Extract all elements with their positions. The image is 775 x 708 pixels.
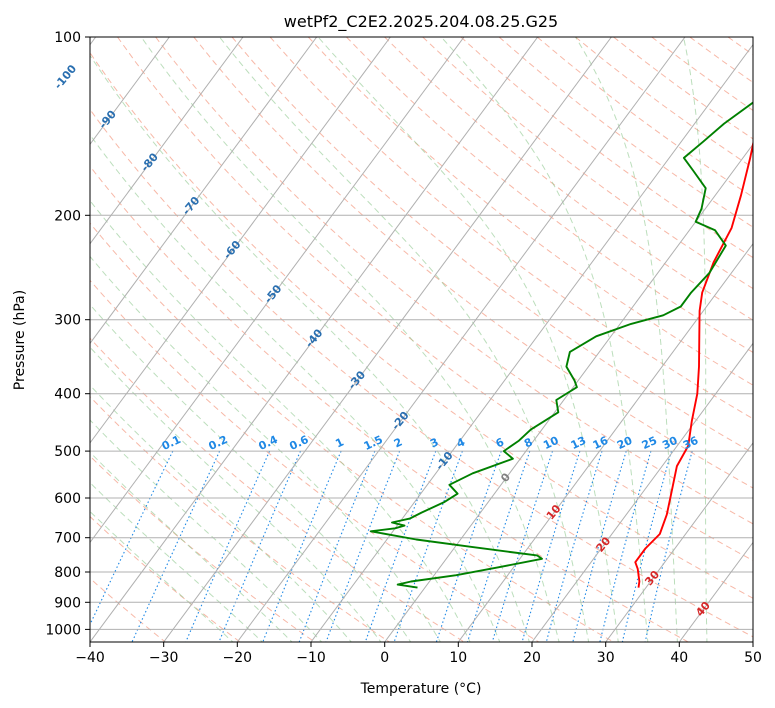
isotherm-line <box>310 43 753 642</box>
mixing-ratio-line <box>521 450 581 642</box>
y-tick-label: 500 <box>54 444 81 460</box>
y-tick-label: 100 <box>54 30 81 46</box>
mixing-ratio-label: 20 <box>615 434 635 452</box>
x-tick-label: −40 <box>75 650 105 666</box>
mixing-ratio-label: 25 <box>640 434 659 452</box>
mixing-ratio-line <box>393 450 463 642</box>
isotherm-line <box>90 37 244 245</box>
mixing-ratio-line <box>218 450 302 642</box>
x-axis-label: Temperature (°C) <box>360 681 482 697</box>
chart-title: wetPf2_C2E2.2025.204.08.25.G25 <box>284 12 558 32</box>
moist-adiabat <box>90 384 352 642</box>
plot-frame <box>89 36 754 643</box>
mixing-ratio-line <box>572 450 627 642</box>
mixing-ratio-line <box>545 450 603 642</box>
mixing-ratio-line <box>185 450 271 642</box>
y-tick-label: 200 <box>54 208 81 224</box>
mixing-ratio-label: 16 <box>591 434 611 452</box>
dry-adiabat <box>90 108 753 638</box>
isotherm-line <box>90 37 465 544</box>
y-tick-label: 900 <box>54 595 81 611</box>
isotherm-line <box>384 143 753 642</box>
isotherm-lines <box>90 37 753 642</box>
mixing-ratio-label: 10 <box>541 434 561 452</box>
isotherm-line <box>90 37 391 444</box>
x-tick-label: 30 <box>597 650 615 666</box>
isotherm-line <box>90 37 539 642</box>
mixing-ratio-label: 30 <box>660 434 680 452</box>
dry-adiabat <box>117 37 753 562</box>
y-axis-ticks: 100 200 300 400 500 600 700 800 900 1000 <box>45 30 90 638</box>
x-tick-label: 10 <box>449 650 467 666</box>
y-tick-label: 300 <box>54 313 81 329</box>
y-tick-label: 800 <box>54 565 81 581</box>
isotherm-line <box>531 342 753 642</box>
x-tick-label: −20 <box>223 650 253 666</box>
dry-adiabat <box>90 279 540 642</box>
dry-adiabat <box>384 37 753 321</box>
mixing-ratio-line <box>90 450 174 626</box>
x-axis-ticks: −40 −30 −20 −10 0 10 20 30 40 50 <box>75 642 762 666</box>
isotherm-line <box>236 37 686 642</box>
y-axis-label: Pressure (hPa) <box>12 290 28 390</box>
y-tick-label: 1000 <box>45 622 81 638</box>
moist-adiabat <box>90 255 441 642</box>
isotherm-line <box>90 37 318 345</box>
dewpoint-line <box>369 101 753 589</box>
x-tick-label: 50 <box>744 650 762 666</box>
y-tick-label: 700 <box>54 531 81 547</box>
y-tick-label: 400 <box>54 387 81 403</box>
mixing-ratio-line <box>466 450 531 642</box>
dry-adiabat <box>155 37 753 525</box>
mixing-ratio-label: 13 <box>569 434 588 452</box>
moist-adiabat <box>90 419 323 642</box>
isotherm-line <box>163 37 612 642</box>
isotherm-line <box>90 37 170 146</box>
mixing-ratio-line <box>435 450 502 642</box>
isotherm-line <box>605 442 753 642</box>
mixing-ratio-line <box>364 450 437 642</box>
sounding-series <box>369 101 753 589</box>
x-tick-label: 20 <box>523 650 541 666</box>
mixing-ratio-label: 36 <box>681 434 701 452</box>
temperature-line <box>634 139 753 588</box>
mixing-ratio-line <box>491 450 554 642</box>
x-tick-label: −10 <box>296 650 326 666</box>
x-tick-label: 40 <box>670 650 688 666</box>
isotherm-line <box>457 242 753 642</box>
y-tick-label: 600 <box>54 491 81 507</box>
x-tick-label: 0 <box>380 650 389 666</box>
dry-adiabat <box>422 37 753 290</box>
x-tick-label: −30 <box>149 650 179 666</box>
